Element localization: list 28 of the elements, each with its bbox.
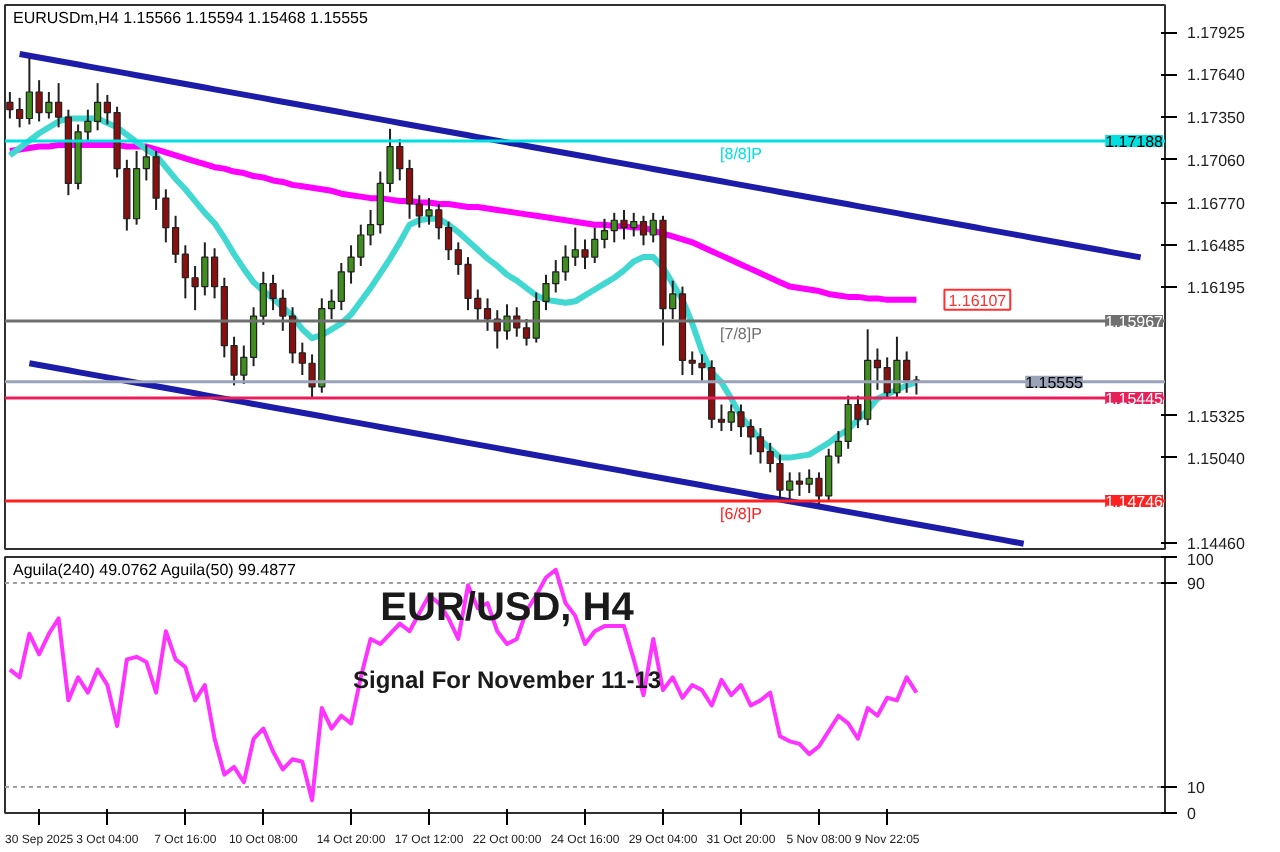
y-tick-label: 1.15325	[1187, 407, 1246, 426]
y-tick-label: 100	[1187, 551, 1215, 569]
y-tick-label: 1.17350	[1187, 109, 1246, 128]
y-tick-label: 1.17925	[1187, 24, 1246, 43]
annotation: [8/8]P	[720, 144, 762, 163]
y-tick-label: 1.16770	[1187, 194, 1246, 213]
line-series	[26, 360, 1027, 547]
y-tick-label: 1.16195	[1187, 279, 1246, 298]
ref-line-label: 1.15445	[1105, 389, 1165, 408]
y-tick-label: 1.16485	[1187, 236, 1246, 255]
ref-line-label: 1.14746	[1105, 492, 1165, 511]
y-tick-label: 1.14460	[1187, 535, 1246, 554]
line-series	[6, 142, 920, 303]
y-tick-label: 1.15040	[1187, 449, 1246, 468]
ref-line-label: 1.15555	[1025, 373, 1085, 392]
y-tick-label: 90	[1187, 574, 1206, 593]
annotation: [6/8]P	[720, 504, 762, 523]
y-tick-label: 0	[1187, 805, 1197, 823]
y-tick-label: 1.17060	[1187, 151, 1246, 170]
chart-title: EURUSDm,H4 1.15566 1.15594 1.15468 1.15555	[13, 9, 370, 27]
y-tick-label: 1.17640	[1187, 66, 1246, 85]
annotation: 1.16107	[948, 291, 1008, 310]
chart-title: Aguila(240) 49.0762 Aguila(50) 99.4877	[13, 561, 297, 579]
y-tick-label: 10	[1187, 779, 1206, 798]
line-series	[7, 567, 919, 803]
annotation: [7/8]P	[720, 324, 762, 343]
ref-line-label: 1.17188	[1105, 132, 1165, 151]
ref-line-label: 1.15967	[1105, 312, 1165, 331]
